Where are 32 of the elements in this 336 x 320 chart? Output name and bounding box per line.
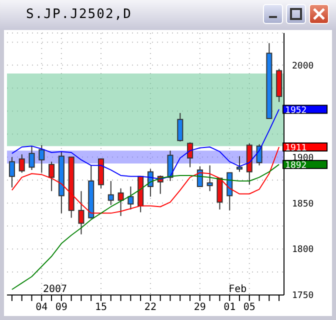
y-tick-label: 2000	[292, 61, 314, 72]
candlestick	[118, 188, 124, 216]
x-tick-label: 29	[194, 302, 206, 314]
candlestick	[128, 186, 134, 210]
candlestick	[216, 178, 223, 210]
candlestick	[38, 144, 45, 174]
y-tick-label: 1800	[292, 245, 314, 256]
y-tick-label: 1750	[292, 291, 314, 302]
candlestick	[18, 154, 25, 174]
candlestick	[28, 146, 35, 170]
x-tick-label: 01	[224, 302, 236, 314]
chart-title: S.JP.J2502,D	[26, 7, 132, 22]
candlestick	[108, 180, 114, 206]
x-tick-label: 05	[243, 302, 256, 314]
candlestick	[206, 164, 213, 192]
x-tick-label: 09	[55, 302, 68, 314]
x-tick-label: 04	[36, 302, 48, 314]
candlestick	[78, 190, 84, 235]
candlestick	[236, 156, 243, 172]
candlestick	[177, 112, 184, 142]
annotation: 2007	[43, 284, 68, 295]
line-series	[11, 146, 280, 214]
data-label: 1892	[285, 160, 307, 171]
x-tick-label: 15	[94, 302, 108, 314]
candlestick	[187, 142, 194, 168]
annotation: Feb	[228, 284, 247, 295]
y-tick-label: 1850	[292, 199, 314, 210]
candlestick	[8, 156, 15, 188]
x-tick-label: 22	[144, 302, 156, 314]
candlestick	[48, 161, 55, 192]
candlestick	[167, 150, 174, 182]
candlestick	[226, 172, 233, 211]
